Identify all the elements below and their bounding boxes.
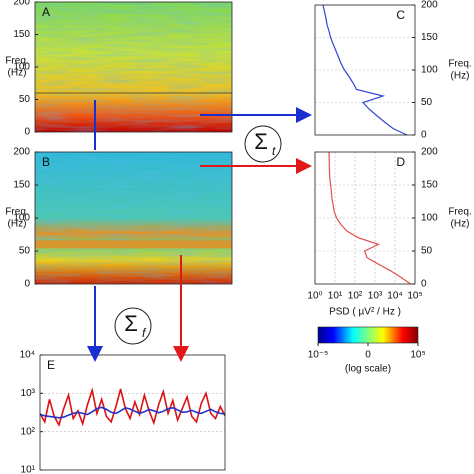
y-axis-label: (Hz) [8,68,27,79]
frame [39,354,226,471]
colorbar-tick-label: 0 [365,350,371,361]
operator-subscript: t [272,144,276,158]
y-tick-label: 200 [13,0,30,8]
arrows [87,100,312,362]
y-tick-label: 100 [13,62,30,73]
y-tick-label: 100 [421,213,438,224]
x-tick-label: 10⁴ [387,291,402,302]
operator-circle [244,125,282,163]
y-axis-label: Freq. [448,207,471,218]
x-tick-label: 10⁵ [407,291,422,302]
y-axis-label: (Hz) [451,71,470,82]
colorbar-tick-label: 10⁵ [410,350,425,361]
y-tick-label: 200 [13,147,30,158]
panel-label: B [42,155,50,169]
band-marker [35,240,232,249]
colorbar-label: (log scale) [345,364,391,375]
y-tick-label: 200 [421,147,438,158]
spectrogram-texture [35,2,232,132]
y-tick-label: 50 [19,94,31,105]
spectrogram-texture [35,152,232,284]
data-line [328,151,411,285]
operator-symbol: Σ [254,129,268,154]
y-tick-label: 0 [421,279,427,290]
y-tick-label: 200 [421,0,438,11]
y-axis-label: (Hz) [451,219,470,230]
data-line [322,4,408,136]
y-tick-label: 150 [13,29,30,40]
y-tick-label: 150 [421,32,438,43]
y-tick-label: 0 [24,127,30,138]
y-axis-label: Freq. [5,56,28,67]
y-tick-label: 50 [19,246,31,257]
y-tick-label: 10⁴ [20,350,35,361]
y-tick-label: 50 [421,246,433,257]
y-tick-label: 10¹ [21,465,36,474]
operator-subscript: f [142,326,147,340]
panel-label: E [47,358,55,372]
operator-circle [114,307,152,345]
y-tick-label: 100 [421,65,438,76]
x-tick-label: 10⁰ [307,291,322,302]
y-axis-label: Freq. [5,207,28,218]
y-tick-label: 100 [13,213,30,224]
data-line [39,406,226,419]
x-axis-label: PSD ( µV² / Hz ) [329,307,401,318]
y-tick-label: 0 [421,130,427,141]
panel-label: A [42,5,50,19]
y-tick-label: 10² [21,426,36,437]
panel-label: C [396,8,405,22]
y-axis-label: (Hz) [8,219,27,230]
y-tick-label: 150 [421,180,438,191]
x-tick-label: 10³ [368,291,383,302]
y-tick-label: 0 [24,279,30,290]
y-axis-label: Freq. [448,59,471,70]
y-tick-label: 150 [13,180,30,191]
y-tick-label: 10³ [21,388,36,399]
panels: 050100150200Freq.(Hz)A050100150200Freq.(… [5,0,471,474]
y-tick-label: 50 [421,97,433,108]
panel-label: D [396,155,405,169]
operator-symbol: Σ [124,311,138,336]
colorbar-tick-label: 10⁻⁵ [308,350,329,361]
x-tick-label: 10¹ [328,291,343,302]
x-tick-label: 10² [348,291,363,302]
colorbar [317,326,419,344]
